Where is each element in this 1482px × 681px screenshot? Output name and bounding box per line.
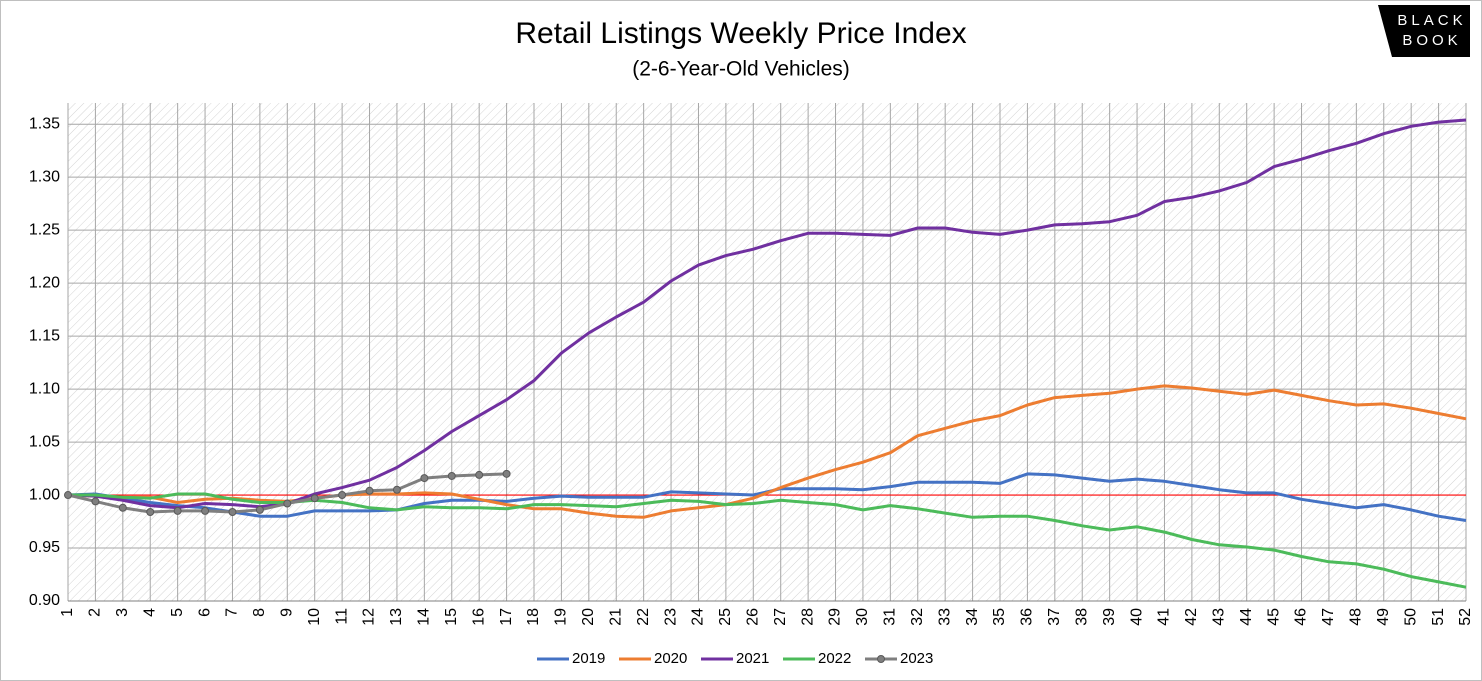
x-tick-label: 52 bbox=[1457, 608, 1474, 626]
x-tick-label: 25 bbox=[717, 608, 734, 626]
legend-label: 2023 bbox=[900, 650, 933, 667]
series-marker bbox=[228, 507, 237, 516]
x-tick-label: 4 bbox=[141, 608, 158, 617]
x-tick-label: 11 bbox=[333, 608, 350, 625]
y-tick-label: 1.15 bbox=[29, 327, 60, 344]
logo-badge bbox=[1378, 5, 1470, 57]
x-tick-label: 13 bbox=[388, 608, 405, 626]
x-tick-label: 17 bbox=[498, 608, 515, 626]
series-marker bbox=[365, 486, 374, 495]
x-tick-label: 21 bbox=[607, 608, 624, 626]
series-marker bbox=[91, 497, 100, 506]
x-tick-label: 31 bbox=[882, 608, 899, 626]
series-marker bbox=[502, 469, 511, 478]
x-tick-label: 45 bbox=[1265, 608, 1282, 626]
x-tick-label: 20 bbox=[580, 608, 597, 626]
chart-title: Retail Listings Weekly Price Index bbox=[515, 17, 966, 50]
y-tick-label: 1.30 bbox=[29, 168, 60, 185]
x-tick-label: 51 bbox=[1430, 608, 1447, 626]
x-tick-label: 50 bbox=[1402, 608, 1419, 626]
x-tick-label: 5 bbox=[169, 608, 186, 617]
x-tick-label: 6 bbox=[196, 608, 213, 617]
x-tick-label: 36 bbox=[1019, 608, 1036, 626]
legend-label: 2022 bbox=[818, 650, 851, 667]
series-marker bbox=[310, 494, 319, 503]
series-marker bbox=[475, 470, 484, 479]
x-tick-label: 23 bbox=[662, 608, 679, 626]
series-marker bbox=[283, 499, 292, 508]
x-tick-label: 32 bbox=[909, 608, 926, 626]
x-tick-label: 26 bbox=[745, 608, 762, 626]
x-tick-label: 49 bbox=[1375, 608, 1392, 626]
series-marker bbox=[146, 507, 155, 516]
series-marker bbox=[64, 491, 72, 500]
y-tick-label: 1.20 bbox=[29, 274, 60, 291]
x-tick-label: 14 bbox=[416, 608, 433, 626]
x-tick-label: 48 bbox=[1348, 608, 1365, 626]
y-tick-label: 0.90 bbox=[29, 592, 60, 609]
x-tick-label: 30 bbox=[854, 608, 871, 626]
x-tick-label: 22 bbox=[635, 608, 652, 626]
x-tick-label: 29 bbox=[827, 608, 844, 626]
x-tick-label: 16 bbox=[470, 608, 487, 626]
series-marker bbox=[118, 503, 127, 512]
series-marker bbox=[201, 506, 210, 515]
chart-subtitle: (2-6-Year-Old Vehicles) bbox=[632, 58, 850, 81]
x-tick-label: 9 bbox=[279, 608, 296, 617]
legend-label: 2021 bbox=[736, 650, 769, 667]
legend-label: 2019 bbox=[572, 650, 605, 667]
x-tick-label: 39 bbox=[1101, 608, 1118, 626]
x-tick-label: 28 bbox=[799, 608, 816, 626]
x-tick-label: 15 bbox=[443, 608, 460, 626]
series-line bbox=[67, 118, 1467, 510]
legend-label: 2020 bbox=[654, 650, 687, 667]
x-tick-label: 2 bbox=[87, 608, 104, 617]
series-marker bbox=[420, 474, 429, 483]
x-tick-label: 33 bbox=[936, 608, 953, 626]
x-tick-label: 46 bbox=[1293, 608, 1310, 626]
y-tick-label: 0.95 bbox=[29, 539, 60, 556]
logo-text: BOOK bbox=[1402, 32, 1461, 49]
x-tick-label: 47 bbox=[1320, 608, 1337, 626]
x-tick-label: 10 bbox=[306, 608, 323, 626]
x-tick-label: 3 bbox=[114, 608, 131, 617]
y-tick-label: 1.35 bbox=[29, 115, 60, 132]
y-tick-label: 1.05 bbox=[29, 433, 60, 450]
logo-text: BLACK bbox=[1397, 12, 1466, 29]
x-tick-label: 38 bbox=[1073, 608, 1090, 626]
series-marker bbox=[338, 491, 347, 500]
x-tick-label: 8 bbox=[251, 608, 268, 617]
x-tick-label: 37 bbox=[1046, 608, 1063, 626]
x-tick-label: 41 bbox=[1156, 608, 1173, 626]
y-tick-label: 1.00 bbox=[29, 486, 60, 503]
x-tick-label: 19 bbox=[553, 608, 570, 626]
x-tick-label: 1 bbox=[59, 608, 76, 617]
x-tick-label: 27 bbox=[772, 608, 789, 626]
series-marker bbox=[392, 485, 401, 494]
logo: BLACK BOOK bbox=[1378, 5, 1470, 57]
x-tick-label: 24 bbox=[690, 608, 707, 626]
x-tick-label: 18 bbox=[525, 608, 542, 626]
y-tick-label: 1.10 bbox=[29, 380, 60, 397]
x-tick-label: 44 bbox=[1238, 608, 1255, 626]
legend-marker bbox=[877, 655, 885, 663]
series-marker bbox=[255, 505, 264, 514]
x-tick-label: 42 bbox=[1183, 608, 1200, 626]
x-tick-label: 43 bbox=[1211, 608, 1228, 626]
x-tick-label: 40 bbox=[1128, 608, 1145, 626]
x-tick-label: 12 bbox=[361, 608, 378, 626]
x-tick-label: 7 bbox=[224, 608, 241, 617]
series-marker bbox=[447, 471, 456, 480]
x-tick-label: 34 bbox=[964, 608, 981, 626]
y-tick-label: 1.25 bbox=[29, 221, 60, 238]
x-tick-label: 35 bbox=[991, 608, 1008, 626]
series-marker bbox=[173, 506, 182, 515]
